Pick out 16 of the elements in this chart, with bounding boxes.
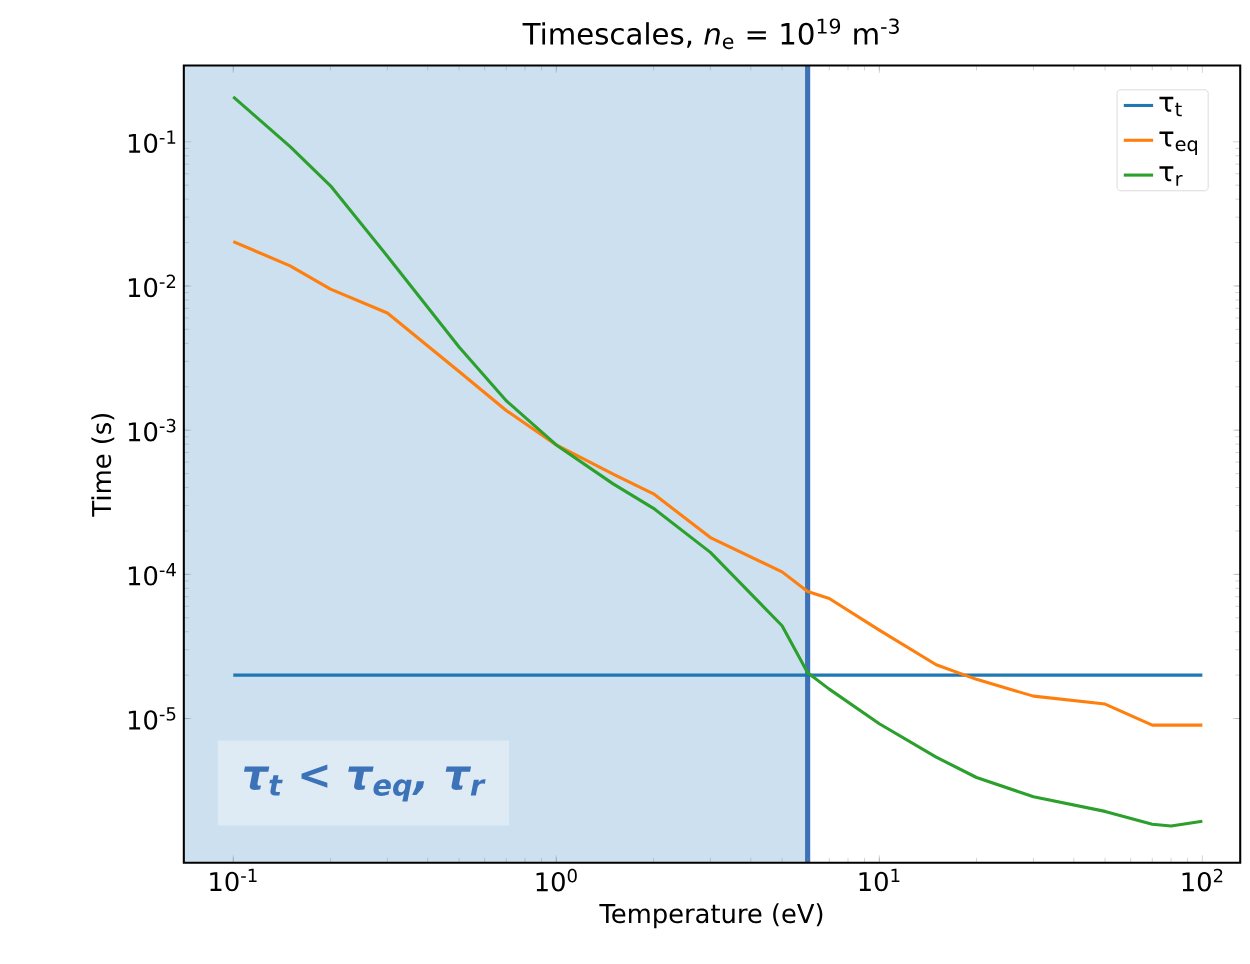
band-label: τ$_{t}$ < τ$_{eq}$, τ$_{r}$ xyxy=(243,764,486,802)
y-tick-label: 10$^{-1}$ xyxy=(128,130,176,153)
y-tick-label: 10$^{-3}$ xyxy=(128,418,176,442)
y-tick-label: 10$^{-2}$ xyxy=(128,274,176,298)
y-tick-label: 10$^{-5}$ xyxy=(128,707,176,730)
x-tick-label: 10$^{2}$ xyxy=(1182,868,1223,892)
y-axis-title: Time (s) xyxy=(91,413,115,517)
x-tick-label: 10$^{-1}$ xyxy=(210,868,257,892)
x-tick-label: 10$^{1}$ xyxy=(859,868,900,892)
x-axis-title: Temperature (eV) xyxy=(599,903,823,929)
chart-title: Timescales, n$_{e}$ = 10$^{19}$ m$^{-3}$ xyxy=(522,18,899,49)
legend-label: τ$_{r}$ xyxy=(1159,166,1183,186)
legend-label: τ$_{eq}$ xyxy=(1159,131,1197,155)
x-tick-label: 10$^{0}$ xyxy=(536,868,577,892)
legend-label: τ$_{t}$ xyxy=(1159,96,1182,116)
y-tick-label: 10$^{-4}$ xyxy=(128,562,176,586)
